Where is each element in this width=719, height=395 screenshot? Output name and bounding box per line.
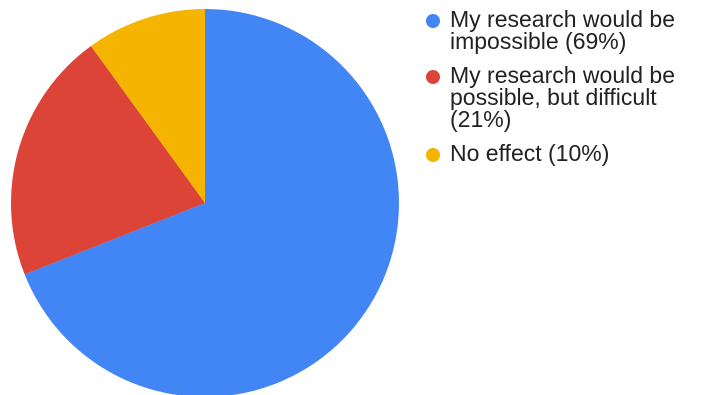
legend-item-no-effect: No effect (10%) (422, 140, 719, 166)
legend-label-no-effect: No effect (10%) (450, 140, 610, 166)
legend-label-difficult: My research would be possible, but diffi… (450, 62, 675, 132)
legend-dot-impossible (426, 14, 440, 28)
pie-slice-no-effect (90, 8, 205, 203)
pie-chart (10, 8, 399, 395)
pie-slice-impossible (24, 9, 399, 395)
legend-dot-difficult (426, 70, 440, 84)
legend-item-impossible: My research would be impossible (69%) (422, 6, 719, 54)
pie-slice-difficult (10, 46, 206, 275)
chart-legend: My research would be impossible (69%) My… (422, 8, 719, 176)
legend-label-impossible: My research would be impossible (69%) (450, 6, 675, 54)
legend-dot-no-effect (426, 148, 440, 162)
legend-item-difficult: My research would be possible, but diffi… (422, 62, 719, 132)
